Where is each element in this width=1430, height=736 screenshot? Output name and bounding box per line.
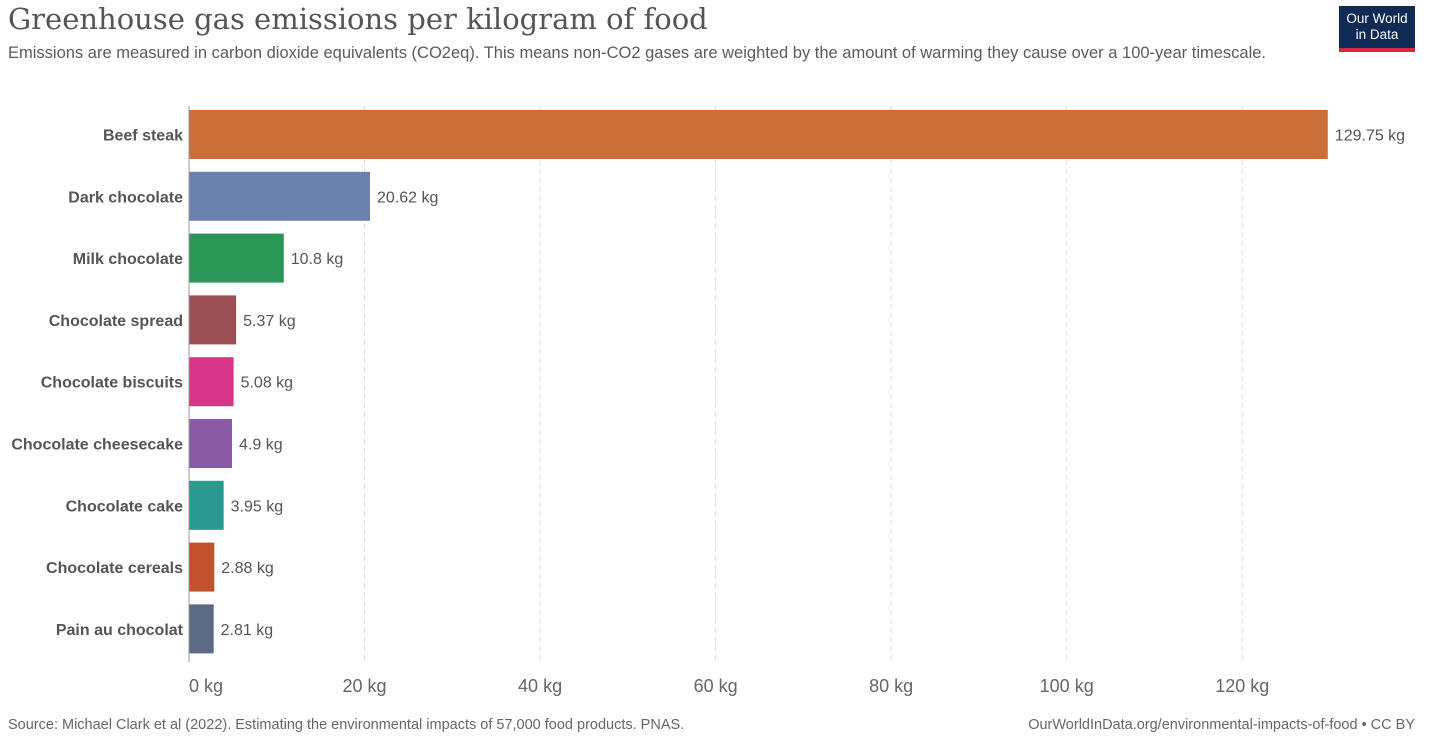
category-label: Chocolate biscuits: [41, 375, 183, 392]
footer-link[interactable]: OurWorldInData.org/environmental-impacts…: [1028, 717, 1415, 733]
x-tick-label: 60 kg: [694, 676, 738, 696]
logo-line-2: in Data: [1355, 27, 1399, 42]
logo-line-1: Our World: [1346, 11, 1408, 26]
x-tick-label: 120 kg: [1215, 676, 1269, 696]
bar[interactable]: [189, 604, 214, 654]
value-label: 2.88 kg: [221, 560, 273, 577]
bar[interactable]: [189, 480, 224, 530]
value-label: 20.62 kg: [377, 189, 438, 206]
owid-logo[interactable]: Our World in Data: [1339, 6, 1415, 52]
bar[interactable]: [189, 357, 234, 407]
chart-title: Greenhouse gas emissions per kilogram of…: [8, 2, 708, 36]
value-label: 5.08 kg: [241, 375, 293, 392]
x-tick-label: 80 kg: [869, 676, 913, 696]
value-label: 3.95 kg: [231, 498, 283, 515]
category-label: Chocolate cheesecake: [11, 437, 183, 454]
bar[interactable]: [189, 419, 233, 468]
category-label: Chocolate spread: [49, 313, 183, 330]
value-label: 2.81 kg: [221, 622, 273, 639]
category-label: Beef steak: [103, 128, 183, 145]
bar[interactable]: [189, 110, 1328, 159]
value-label: 5.37 kg: [243, 313, 295, 330]
x-tick-label: 0 kg: [189, 676, 223, 696]
category-label: Dark chocolate: [68, 189, 183, 206]
x-tick-label: 100 kg: [1040, 676, 1094, 696]
value-label: 4.9 kg: [239, 437, 283, 454]
bar[interactable]: [189, 542, 215, 592]
category-label: Pain au chocolat: [56, 622, 184, 639]
bar[interactable]: [189, 233, 284, 283]
value-label: 129.75 kg: [1335, 128, 1405, 145]
source-note: Source: Michael Clark et al (2022). Esti…: [8, 717, 685, 733]
value-label: 10.8 kg: [291, 251, 343, 268]
bar[interactable]: [189, 171, 370, 221]
category-label: Chocolate cereals: [46, 560, 183, 577]
chart-subtitle: Emissions are measured in carbon dioxide…: [8, 44, 1267, 62]
category-label: Milk chocolate: [73, 251, 183, 268]
bar[interactable]: [189, 295, 237, 345]
x-tick-label: 20 kg: [343, 676, 387, 696]
x-tick-label: 40 kg: [518, 676, 562, 696]
category-label: Chocolate cake: [66, 498, 183, 515]
